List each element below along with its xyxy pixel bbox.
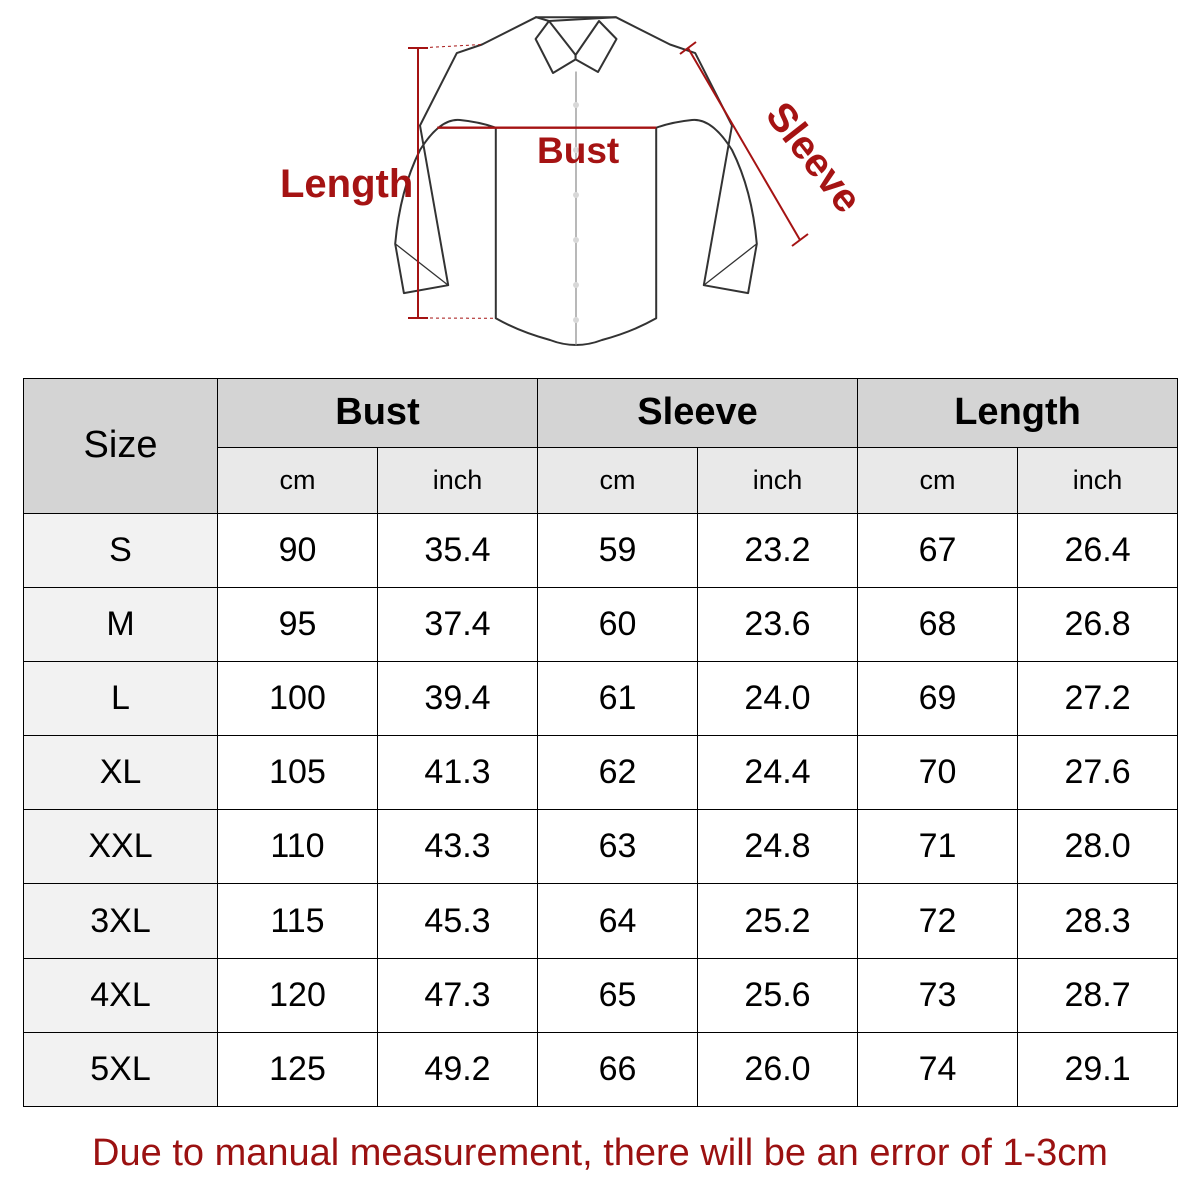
svg-text:Sleeve: Sleeve [757,94,870,221]
svg-text:Bust: Bust [537,130,619,171]
svg-text:Length: Length [280,162,413,206]
